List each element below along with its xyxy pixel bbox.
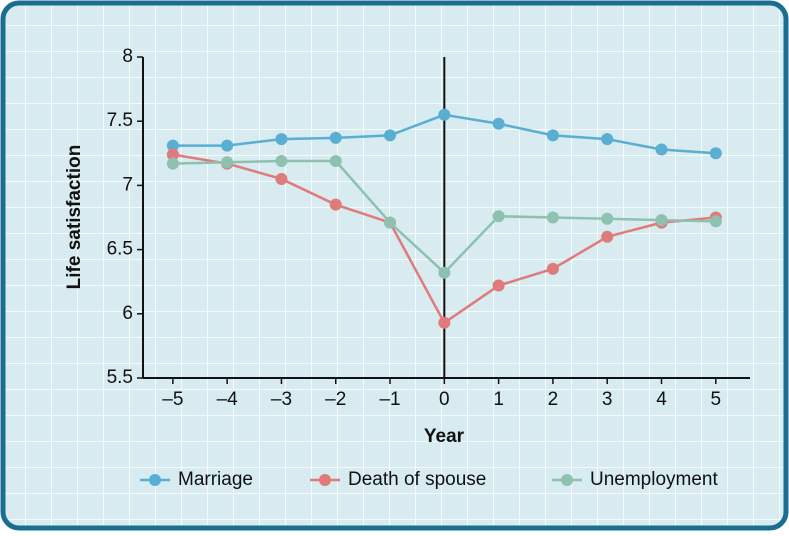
data-point <box>166 139 179 152</box>
data-point <box>546 262 559 275</box>
data-point <box>329 155 342 168</box>
y-tick-label: 6 <box>122 303 133 324</box>
x-tick-label: –5 <box>162 389 183 410</box>
data-point <box>275 172 288 185</box>
y-tick-label: 6.5 <box>107 239 133 260</box>
x-tick-label: 1 <box>493 389 504 410</box>
x-tick-label: 5 <box>711 389 722 410</box>
data-point <box>384 129 397 142</box>
data-point <box>221 139 234 152</box>
x-tick-label: –4 <box>217 389 239 410</box>
data-point <box>275 133 288 146</box>
legend-label: Death of spouse <box>348 469 486 490</box>
data-point <box>384 216 397 229</box>
data-point <box>492 279 505 292</box>
x-tick-label: –2 <box>325 389 346 410</box>
data-point <box>546 211 559 224</box>
data-point <box>601 212 614 225</box>
data-point <box>655 143 668 156</box>
data-point <box>492 210 505 223</box>
y-tick-label: 7 <box>122 174 133 195</box>
x-tick-label: 0 <box>439 389 450 410</box>
y-axis-label: Life satisfaction <box>64 145 85 290</box>
data-point <box>438 108 451 121</box>
legend-marker <box>319 474 331 486</box>
x-tick-label: 2 <box>548 389 559 410</box>
data-point <box>492 117 505 130</box>
data-point <box>221 156 234 169</box>
legend-label: Unemployment <box>590 469 718 490</box>
x-tick-label: 3 <box>602 389 613 410</box>
data-point <box>601 133 614 146</box>
x-tick-label: –3 <box>271 389 292 410</box>
y-tick-label: 5.5 <box>107 367 133 388</box>
data-point <box>601 230 614 243</box>
data-point <box>329 198 342 211</box>
data-point <box>546 129 559 142</box>
data-point <box>709 215 722 228</box>
data-point <box>709 147 722 160</box>
data-point <box>275 155 288 168</box>
data-point <box>166 148 179 161</box>
data-point <box>438 316 451 329</box>
legend-marker <box>149 474 161 486</box>
data-point <box>329 131 342 144</box>
x-tick-label: 4 <box>656 389 667 410</box>
y-tick-label: 7.5 <box>107 110 133 131</box>
x-tick-label: –1 <box>379 389 400 410</box>
data-point <box>166 157 179 170</box>
x-axis-label: Year <box>424 426 465 447</box>
data-point <box>438 266 451 279</box>
legend-label: Marriage <box>178 469 253 490</box>
legend-marker <box>561 474 573 486</box>
y-tick-label: 8 <box>122 46 133 67</box>
data-point <box>655 214 668 227</box>
